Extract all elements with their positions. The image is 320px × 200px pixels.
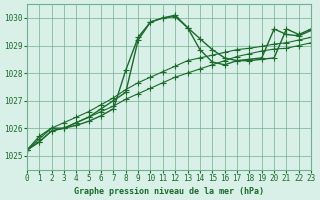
X-axis label: Graphe pression niveau de la mer (hPa): Graphe pression niveau de la mer (hPa)	[74, 187, 264, 196]
